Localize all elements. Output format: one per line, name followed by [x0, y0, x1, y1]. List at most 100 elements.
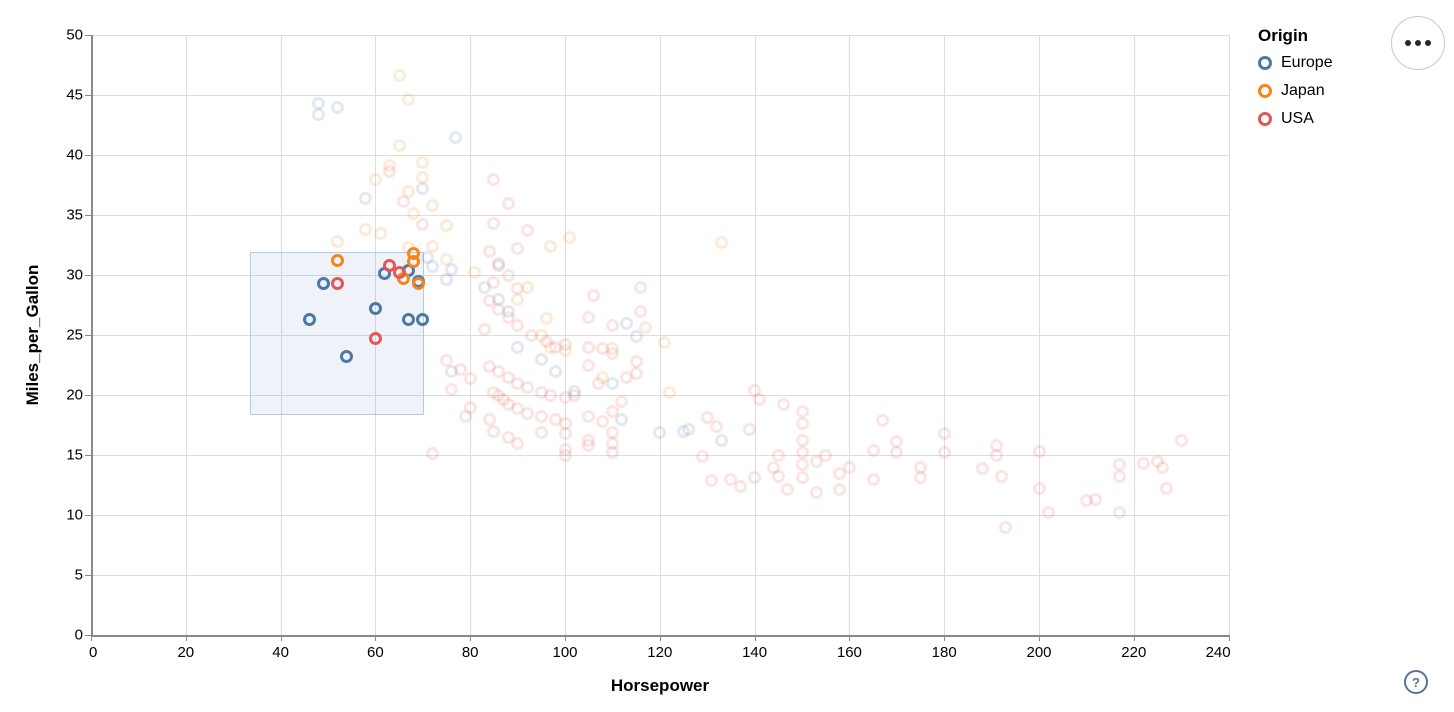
scatter-point-usa	[482, 412, 496, 426]
legend-item-label: Europe	[1281, 54, 1333, 71]
scatter-point-usa	[477, 322, 491, 336]
x-axis-tick	[470, 635, 472, 641]
scatter-point-usa	[444, 382, 458, 396]
legend-item-label: USA	[1281, 110, 1314, 127]
scatter-point-usa	[937, 426, 951, 440]
y-axis-tick	[85, 455, 91, 456]
x-gridline	[1039, 35, 1040, 635]
x-axis-tick-label: 120	[647, 644, 673, 661]
scatter-point-usa	[781, 483, 795, 497]
scatter-point-usa	[605, 346, 619, 360]
x-axis-tick	[659, 635, 661, 641]
scatter-point-europe	[302, 312, 316, 326]
scatter-point-usa	[567, 388, 581, 402]
legend-item-japan: Japan	[1258, 82, 1333, 100]
scatter-point-usa	[833, 483, 847, 497]
scatter-point-japan	[468, 266, 482, 280]
scatter-point-usa	[634, 304, 648, 318]
question-mark-icon: ?	[1412, 674, 1420, 690]
scatter-point-japan	[392, 138, 406, 152]
scatter-point-usa	[752, 393, 766, 407]
scatter-point-usa	[487, 172, 501, 186]
scatter-point-usa	[454, 363, 468, 377]
scatter-point-usa	[501, 196, 515, 210]
scatter-point-usa	[582, 438, 596, 452]
scatter-point-usa	[487, 275, 501, 289]
scatter-point-usa	[549, 340, 563, 354]
scatter-point-usa	[487, 424, 501, 438]
scatter-point-usa	[1089, 492, 1103, 506]
y-axis-tick-label: 35	[66, 206, 83, 224]
x-gridline	[1228, 35, 1230, 635]
scatter-point-usa	[842, 460, 856, 474]
scatter-point-usa	[511, 281, 525, 295]
scatter-point-usa	[330, 276, 344, 290]
scatter-point-japan	[406, 207, 420, 221]
scatter-point-usa	[795, 445, 809, 459]
scatter-point-japan	[662, 386, 676, 400]
scatter-point-usa	[695, 449, 709, 463]
scatter-point-japan	[658, 335, 672, 349]
scatter-point-usa	[392, 266, 406, 280]
y-axis-tick	[85, 395, 91, 396]
scatter-point-europe	[340, 350, 354, 364]
actions-menu-button[interactable]	[1391, 16, 1445, 70]
legend-swatch-icon	[1258, 84, 1272, 98]
scatter-point-japan	[539, 311, 553, 325]
scatter-point-usa	[520, 381, 534, 395]
scatter-point-usa	[1155, 460, 1169, 474]
x-gridline	[849, 35, 851, 635]
scatter-point-japan	[359, 222, 373, 236]
x-axis-tick-label: 80	[461, 644, 479, 661]
scatter-point-usa	[776, 398, 790, 412]
scatter-point-japan	[330, 254, 344, 268]
scatter-point-europe	[425, 260, 439, 274]
scatter-point-europe	[511, 340, 525, 354]
legend-swatch-icon	[1258, 112, 1272, 126]
x-axis-tick-label: 200	[1026, 644, 1052, 661]
scatter-point-japan	[330, 234, 344, 248]
scatter-point-usa	[544, 388, 558, 402]
x-gridline	[754, 35, 756, 635]
scatter-point-usa	[539, 334, 553, 348]
scatter-point-usa	[743, 423, 757, 437]
scatter-point-usa	[705, 473, 719, 487]
legend-title: Origin	[1258, 26, 1309, 45]
y-axis-title: Miles_per_Gallon	[23, 264, 42, 406]
scatter-point-japan	[373, 226, 387, 240]
x-axis-tick-label: 40	[272, 644, 289, 661]
y-axis-tick	[85, 515, 91, 516]
scatter-point-japan	[368, 172, 382, 186]
scatter-point-usa	[605, 318, 619, 332]
scatter-point-japan	[440, 219, 453, 233]
scatter-point-usa	[397, 195, 411, 209]
scatter-point-europe	[549, 364, 563, 378]
scatter-point-europe	[714, 434, 728, 448]
scatter-point-usa	[771, 470, 785, 484]
scatter-point-europe	[629, 329, 643, 343]
help-button[interactable]: ?	[1404, 670, 1428, 694]
scatter-point-usa	[425, 447, 439, 461]
ellipsis-icon	[1405, 40, 1431, 46]
scatter-point-europe	[416, 312, 430, 326]
scatter-point-usa	[520, 224, 534, 238]
scatter-point-usa	[795, 458, 809, 472]
scatter-point-usa	[1041, 506, 1055, 520]
x-gridline	[280, 35, 282, 635]
scatter-point-usa	[492, 303, 506, 317]
y-axis-tick	[85, 95, 91, 96]
x-axis-tick	[91, 635, 92, 641]
scatter-point-usa	[520, 406, 534, 420]
y-axis-tick-label: 25	[66, 326, 83, 344]
scatter-point-japan	[425, 198, 439, 212]
scatter-point-usa	[605, 405, 619, 419]
scatter-point-usa	[795, 405, 809, 419]
scatter-point-japan	[440, 252, 453, 266]
x-axis-tick-label: 220	[1121, 644, 1147, 661]
x-axis-tick	[375, 635, 377, 641]
scatter-point-usa	[596, 341, 610, 355]
scatter-point-usa	[440, 353, 453, 367]
scatter-point-japan	[563, 231, 577, 245]
scatter-point-japan	[714, 236, 728, 250]
